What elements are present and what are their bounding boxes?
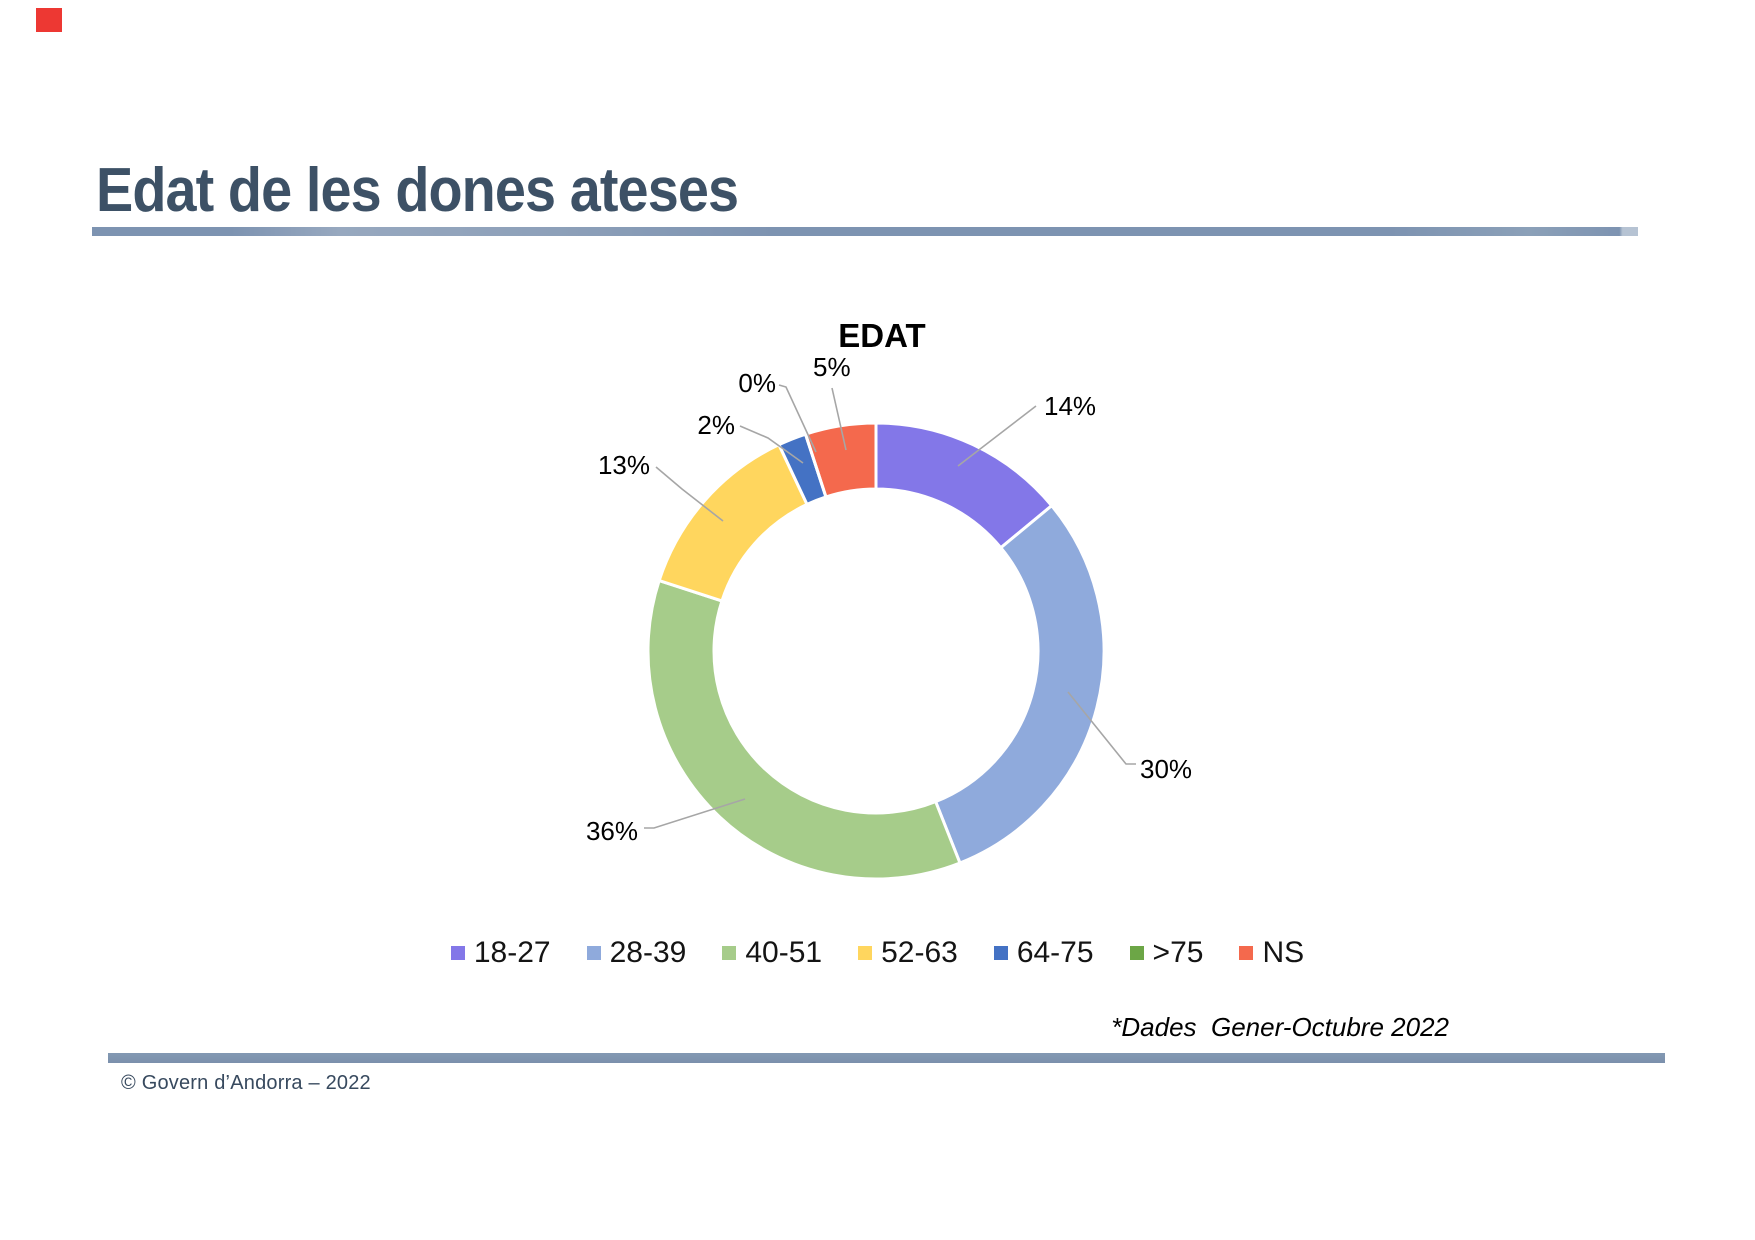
legend-item-52-63: 52-63 [858,936,958,970]
leader-line-52-63 [655,466,724,522]
legend-item-NS: NS [1239,936,1304,970]
slice-label-18-27: 14% [1044,391,1096,421]
red-corner-mark [36,8,62,32]
legend-label: 52-63 [881,936,958,969]
leader-line-28-39 [1067,691,1136,765]
slice-labels: 14% 30% 36% 13% 2%0% 5% [586,352,1192,846]
legend-item-64-75: 64-75 [993,936,1094,970]
donut-slices [646,421,1106,881]
slice-label-NS: 5% [813,352,851,382]
chart-legend: 18-27 28-39 40-51 52-63 64-75 >75 NS [0,936,1755,970]
donut-slice-40-51 [646,578,962,881]
chart-title: EDAT [838,317,925,354]
donut-slice-52-63 [657,442,810,603]
leader-line-18-27 [957,405,1037,467]
leader-line-NS [831,387,847,451]
legend-label: 40-51 [745,936,823,969]
legend-item-28-39: 28-39 [586,936,687,970]
legend-swatch-icon [1129,946,1144,960]
donut-slice-NS [803,421,878,499]
bottom-rule [108,1053,1665,1063]
copyright: © Govern d’Andorra – 2022 [121,1072,371,1094]
legend-item-18-27: 18-27 [450,936,551,970]
legend-label: 18-27 [473,936,551,969]
leader-line->75 [778,384,817,453]
legend-item-40-51: 40-51 [722,936,822,970]
legend-swatch-icon [1239,946,1254,960]
footnote: *Dades Gener-Octubre 2022 [1111,1012,1449,1042]
legend-swatch-icon [450,946,465,960]
legend-swatch-icon [586,946,601,960]
legend-label: 64-75 [1016,936,1094,969]
donut-slice-28-39 [933,503,1106,865]
leader-lines [644,384,1136,829]
legend-label: NS [1262,936,1305,969]
legend-label: >75 [1152,936,1204,969]
legend-swatch-icon [993,946,1008,960]
title-rule [92,227,1638,236]
legend-label: 28-39 [609,936,687,969]
slice-label-28-39: 30% [1140,754,1192,784]
slice-label->75: 0% [738,368,776,398]
legend-item->75: >75 [1129,936,1204,970]
slice-label-52-63: 13% [598,450,650,480]
slice-label-40-51: 36% [586,816,638,846]
slice-label-64-75: 2% [697,410,735,440]
legend-swatch-icon [858,946,873,960]
leader-line-64-75 [739,425,804,464]
legend-swatch-icon [722,946,737,960]
page-title: Edat de les dones ateses [96,156,739,225]
zero-slice-divider [803,430,829,501]
leader-line-40-51 [644,798,746,829]
